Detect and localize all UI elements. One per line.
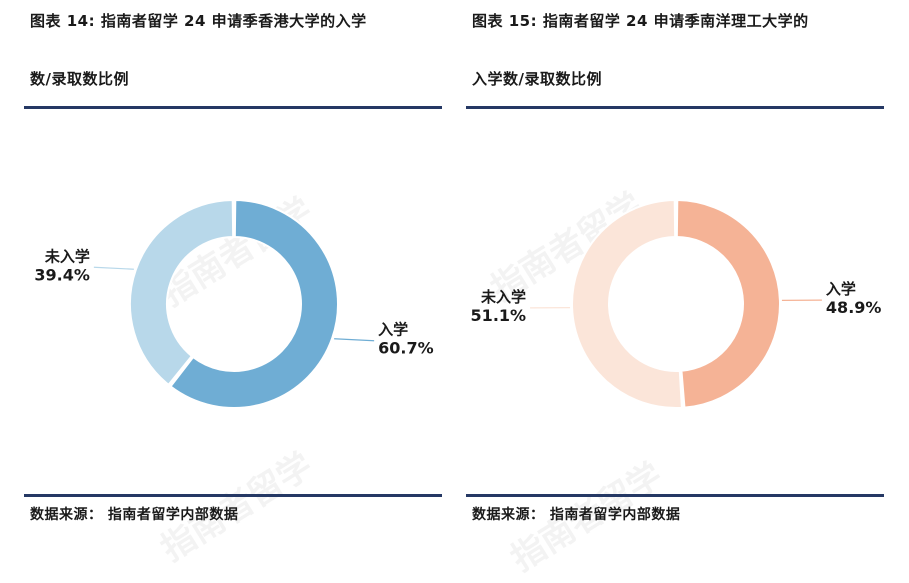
leader-line: [334, 338, 375, 342]
slice-enrolled: [675, 199, 781, 409]
bottom-divider: [466, 494, 884, 497]
data-source: 数据来源： 指南者留学内部数据: [472, 507, 681, 523]
bottom-divider: [24, 494, 442, 497]
top-divider: [24, 106, 442, 109]
slice-value-label: 48.9%: [826, 298, 882, 317]
slice-not-enrolled: [129, 199, 235, 386]
slice-label: 未入学: [480, 288, 526, 306]
slice-value-label: 60.7%: [378, 339, 434, 358]
slice-label: 入学: [378, 321, 408, 339]
top-divider: [466, 106, 884, 109]
slice-enrolled: [169, 199, 339, 409]
leader-line: [93, 266, 134, 270]
chart-title-line-2: 入学数/录取数比例: [472, 70, 602, 88]
chart-title-line-1: 图表 15: 指南者留学 24 申请季南洋理工大学的: [472, 12, 809, 30]
data-source: 数据来源： 指南者留学内部数据: [30, 507, 239, 523]
chart-panel-hku: 图表 14: 指南者留学 24 申请季香港大学的入学 数/录取数比例 入学 60.…: [24, 0, 444, 583]
slice-value-label: 39.4%: [34, 265, 90, 284]
chart-title-line-2: 数/录取数比例: [30, 70, 129, 88]
slice-not-enrolled: [570, 199, 683, 409]
slice-label: 未入学: [44, 247, 90, 265]
chart-title-line-1: 图表 14: 指南者留学 24 申请季香港大学的入学: [30, 12, 367, 30]
chart-panel-ntu: 图表 15: 指南者留学 24 申请季南洋理工大学的 入学数/录取数比例 入学 4…: [466, 0, 886, 583]
slice-value-label: 51.1%: [471, 306, 527, 325]
slice-label: 入学: [826, 280, 856, 298]
